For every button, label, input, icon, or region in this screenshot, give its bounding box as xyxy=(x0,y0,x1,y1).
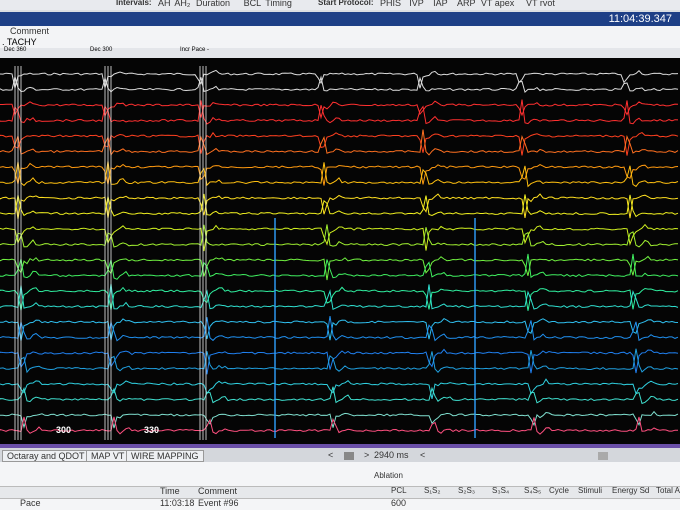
trace xyxy=(0,348,679,375)
nav-arrow[interactable]: > xyxy=(364,450,370,460)
sweep: 2940 ms xyxy=(374,450,409,460)
trace xyxy=(0,100,679,120)
toolbar-item: IVP xyxy=(409,0,424,8)
column-header: S₃S₄ xyxy=(492,486,510,495)
cycle-label: 330 xyxy=(144,425,160,435)
column-header: S₄S₅ xyxy=(524,486,542,495)
marker-ruler xyxy=(0,48,680,58)
trace-area xyxy=(0,58,680,444)
trace xyxy=(0,253,679,280)
tab[interactable]: Octaray and QDOT xyxy=(2,450,90,462)
toolbar xyxy=(0,0,680,10)
column-header: Total A xyxy=(656,486,680,495)
trace-background xyxy=(0,58,680,444)
nav-arrow[interactable]: < xyxy=(420,450,426,460)
trace xyxy=(0,99,679,125)
toolbar-item: ARP xyxy=(457,0,476,8)
trace xyxy=(0,193,679,220)
toolbar-label: Start Protocol: xyxy=(318,0,374,7)
table-cell: 11:03:18 xyxy=(160,498,195,508)
trace xyxy=(0,416,678,435)
scroll-thumb[interactable] xyxy=(598,452,608,460)
toolbar-item: VT apex xyxy=(480,0,515,8)
trace xyxy=(0,193,679,218)
comment-text: . TACHY xyxy=(2,37,37,47)
nav-arrow[interactable]: < xyxy=(328,450,334,460)
toolbar-label: Intervals: xyxy=(116,0,152,7)
toolbar-item: AH₂ xyxy=(174,0,191,8)
divider xyxy=(0,444,680,448)
tab[interactable]: WIRE MAPPING xyxy=(126,450,204,462)
trace xyxy=(0,316,679,342)
table-cell: Event #96 xyxy=(198,498,239,508)
trace xyxy=(0,75,679,94)
clock: 11:04:39.347 xyxy=(608,13,672,25)
trace xyxy=(0,224,678,248)
clock-bar xyxy=(0,12,680,26)
toolbar-item: Duration xyxy=(196,0,231,8)
trace xyxy=(0,386,679,405)
column-header: S₁S₂ xyxy=(424,486,441,495)
marker: Dec 360 xyxy=(4,47,27,53)
column-header: Energy Sd xyxy=(612,486,650,495)
trace xyxy=(0,255,679,281)
marker: Dec 300 xyxy=(90,47,113,53)
trace xyxy=(0,317,679,341)
marker: Incr Pace - xyxy=(180,47,210,53)
toolbar-item: IAP xyxy=(433,0,448,8)
comment-label: Comment xyxy=(10,26,50,36)
trace xyxy=(0,286,679,311)
tab[interactable]: MAP VT xyxy=(86,450,130,462)
trace xyxy=(0,410,679,429)
table-header xyxy=(0,486,680,499)
toolbar-item: PHIS xyxy=(380,0,402,8)
toolbar-item: VT rvot xyxy=(526,0,555,8)
column-header: Time xyxy=(160,486,180,496)
column-header: S₂S₃ xyxy=(458,486,476,495)
column-header: PCL xyxy=(391,486,407,495)
trace xyxy=(0,69,679,89)
panel-title: Ablation xyxy=(374,471,403,480)
scroll-thumb[interactable] xyxy=(344,452,354,460)
comment-box xyxy=(0,26,680,48)
column-header: Stimuli xyxy=(578,486,603,495)
toolbar-item: AH xyxy=(158,0,171,8)
table-cell: Pace xyxy=(20,498,41,508)
trace xyxy=(0,348,679,374)
trace xyxy=(0,131,679,156)
trace xyxy=(0,283,679,311)
toolbar-item: Timing xyxy=(265,0,292,8)
column-header: Comment xyxy=(198,486,238,496)
toolbar-item: BCL xyxy=(243,0,262,8)
table-cell: 600 xyxy=(391,498,407,508)
column-header: Cycle xyxy=(549,486,570,495)
trace xyxy=(0,162,679,186)
trace xyxy=(0,223,679,252)
trace xyxy=(0,161,679,188)
cycle-label: 300 xyxy=(56,425,72,435)
trace xyxy=(0,129,679,157)
